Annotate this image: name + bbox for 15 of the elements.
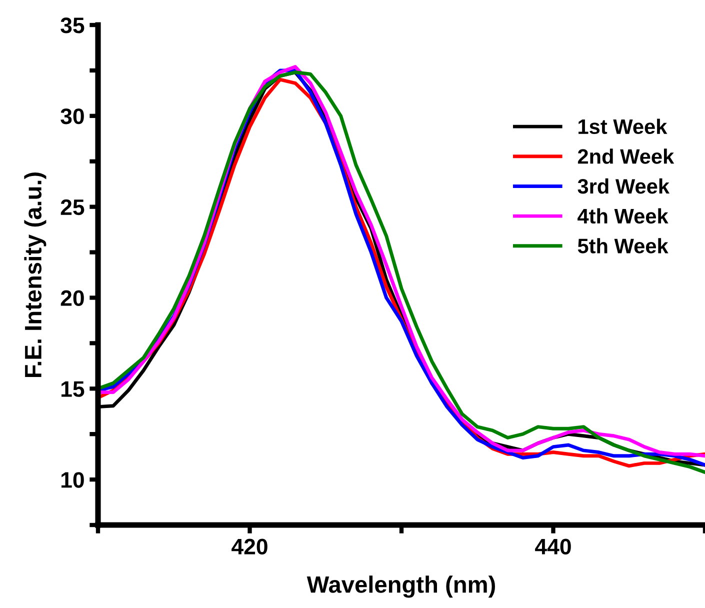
y-tick-label: 20 [60, 290, 84, 306]
x-axis-title: Wavelength (nm) [306, 576, 495, 598]
x-tick-label: 440 [535, 538, 571, 555]
y-tick-label: 10 [61, 472, 84, 488]
legend-label: 4th Week [578, 208, 668, 224]
y-tick-label: 30 [60, 108, 84, 124]
x-tick-label: 420 [232, 538, 268, 555]
y-tick-label: 15 [61, 381, 84, 397]
y-tick-label: 25 [60, 199, 84, 216]
legend-label: 2nd Week [578, 148, 674, 164]
legend-label: 5th Week [578, 238, 668, 254]
y-axis-title: F.E. Intensity (a.u.) [24, 172, 46, 378]
y-tick-label: 35 [60, 18, 84, 34]
legend-label: 3rd Week [578, 178, 670, 194]
legend-label: 1st Week [578, 118, 668, 134]
